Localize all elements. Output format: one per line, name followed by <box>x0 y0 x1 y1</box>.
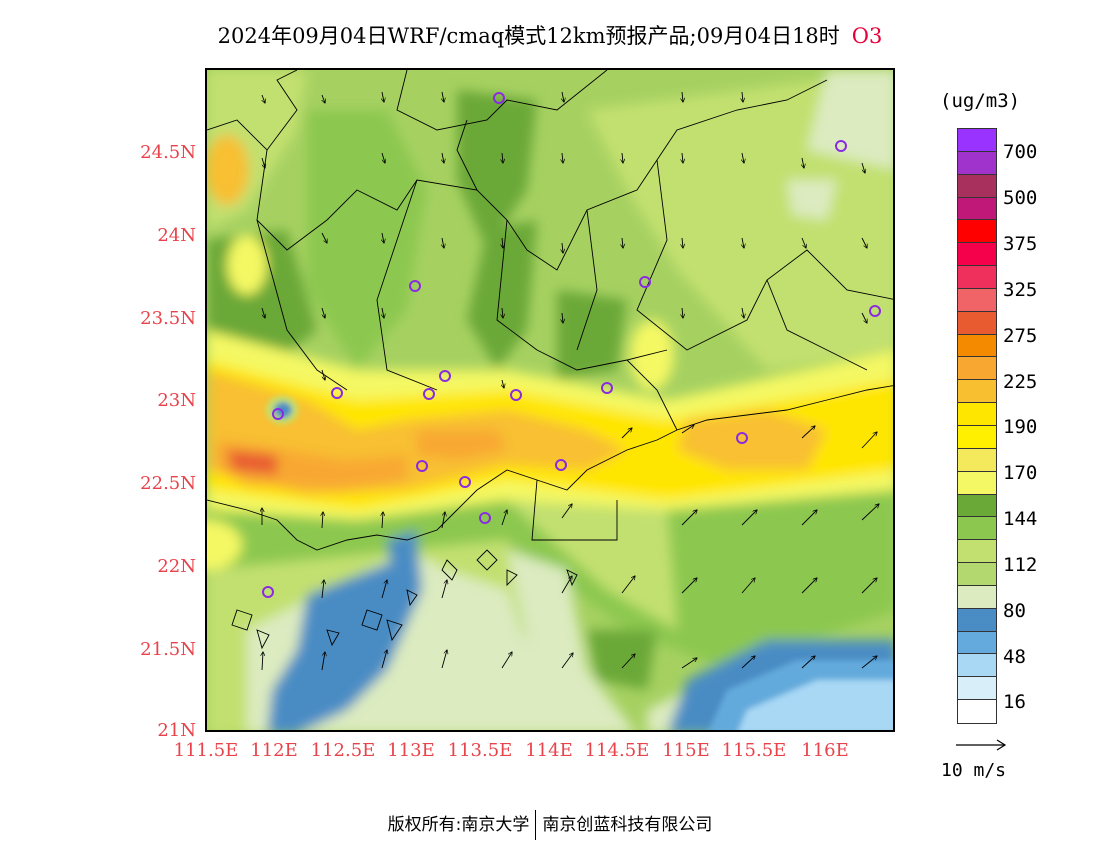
colorbar-cell <box>958 494 996 518</box>
colorbar-unit: (ug/m3) <box>940 90 1021 112</box>
lat-label: 23N <box>157 390 196 411</box>
colorbar-cell <box>958 220 996 244</box>
lon-label: 115E <box>662 740 710 761</box>
colorbar-tick-label: 500 <box>1003 187 1038 209</box>
lon-label: 113E <box>387 740 435 761</box>
colorbar-cell <box>958 357 996 381</box>
colorbar-cell <box>958 563 996 586</box>
concentration-field <box>207 70 893 730</box>
lon-label: 115.5E <box>721 740 787 761</box>
lat-label: 22N <box>157 556 196 577</box>
pollutant-label: O3 <box>851 24 883 48</box>
colorbar-tick-label: 325 <box>1003 279 1038 301</box>
lat-label: 24.5N <box>140 142 196 163</box>
lon-label: 112E <box>250 740 298 761</box>
colorbar-cell <box>958 129 996 152</box>
colorbar-cell <box>958 288 996 312</box>
lat-label: 21.5N <box>140 639 196 660</box>
colorbar-tick-label: 225 <box>1003 371 1038 393</box>
colorbar-cell <box>958 380 996 404</box>
lat-label: 22.5N <box>140 473 196 494</box>
colorbar-cell <box>958 243 996 267</box>
colorbar-tick-label: 80 <box>1003 600 1026 622</box>
colorbar-cell <box>958 197 996 221</box>
lon-label: 116E <box>801 740 849 761</box>
colorbar-cell <box>958 540 996 564</box>
colorbar-cell <box>958 608 996 632</box>
colorbar-cell <box>958 471 996 495</box>
lat-label: 24N <box>157 225 196 246</box>
colorbar-cell <box>958 425 996 449</box>
title-text: 2024年09月04日WRF/cmaq模式12km预报产品;09月04日18时 <box>217 24 840 48</box>
colorbar-cell <box>958 700 996 723</box>
copyright-footer: 版权所有:南京大学 南京创蓝科技有限公司 <box>0 810 1100 840</box>
colorbar-cell <box>958 654 996 678</box>
colorbar-tick-label: 112 <box>1003 554 1038 576</box>
colorbar-tick-label: 170 <box>1003 462 1038 484</box>
coastline <box>207 385 893 650</box>
colorbar-tick-label: 375 <box>1003 233 1038 255</box>
lon-label: 113.5E <box>447 740 513 761</box>
colorbar-cell <box>958 311 996 335</box>
footer-divider <box>535 810 537 840</box>
reference-wind-label: 10 m/s <box>941 760 1007 781</box>
colorbar-tick-label: 190 <box>1003 416 1038 438</box>
colorbar <box>957 128 997 724</box>
lon-label: 111.5E <box>173 740 239 761</box>
colorbar-cell <box>958 151 996 175</box>
colorbar-cell <box>958 448 996 472</box>
colorbar-cell <box>958 677 996 701</box>
colorbar-cell <box>958 174 996 198</box>
colorbar-cell <box>958 403 996 426</box>
colorbar-cell <box>958 517 996 541</box>
colorbar-tick-label: 16 <box>1003 691 1026 713</box>
colorbar-cell <box>958 266 996 289</box>
colorbar-tick-label: 700 <box>1003 141 1038 163</box>
wind-vectors <box>262 91 879 671</box>
reference-wind-arrow <box>956 739 1007 751</box>
colorbar-tick-label: 48 <box>1003 646 1026 668</box>
colorbar-cell <box>958 631 996 655</box>
colorbar-tick-label: 144 <box>1003 508 1038 530</box>
colorbar-cell <box>958 585 996 609</box>
lon-label: 114E <box>525 740 573 761</box>
lon-label: 114.5E <box>584 740 650 761</box>
colorbar-tick-label: 275 <box>1003 325 1038 347</box>
lat-label: 23.5N <box>140 308 196 329</box>
station-markers <box>262 92 881 598</box>
lat-label: 21N <box>157 720 196 741</box>
colorbar-cell <box>958 334 996 358</box>
forecast-map <box>205 68 895 732</box>
copyright-owner: 版权所有:南京大学 <box>387 815 530 835</box>
copyright-company: 南京创蓝科技有限公司 <box>542 815 713 835</box>
lon-label: 112.5E <box>310 740 376 761</box>
admin-boundaries <box>207 70 893 431</box>
map-title: 2024年09月04日WRF/cmaq模式12km预报产品;09月04日18时 O… <box>0 20 1100 50</box>
